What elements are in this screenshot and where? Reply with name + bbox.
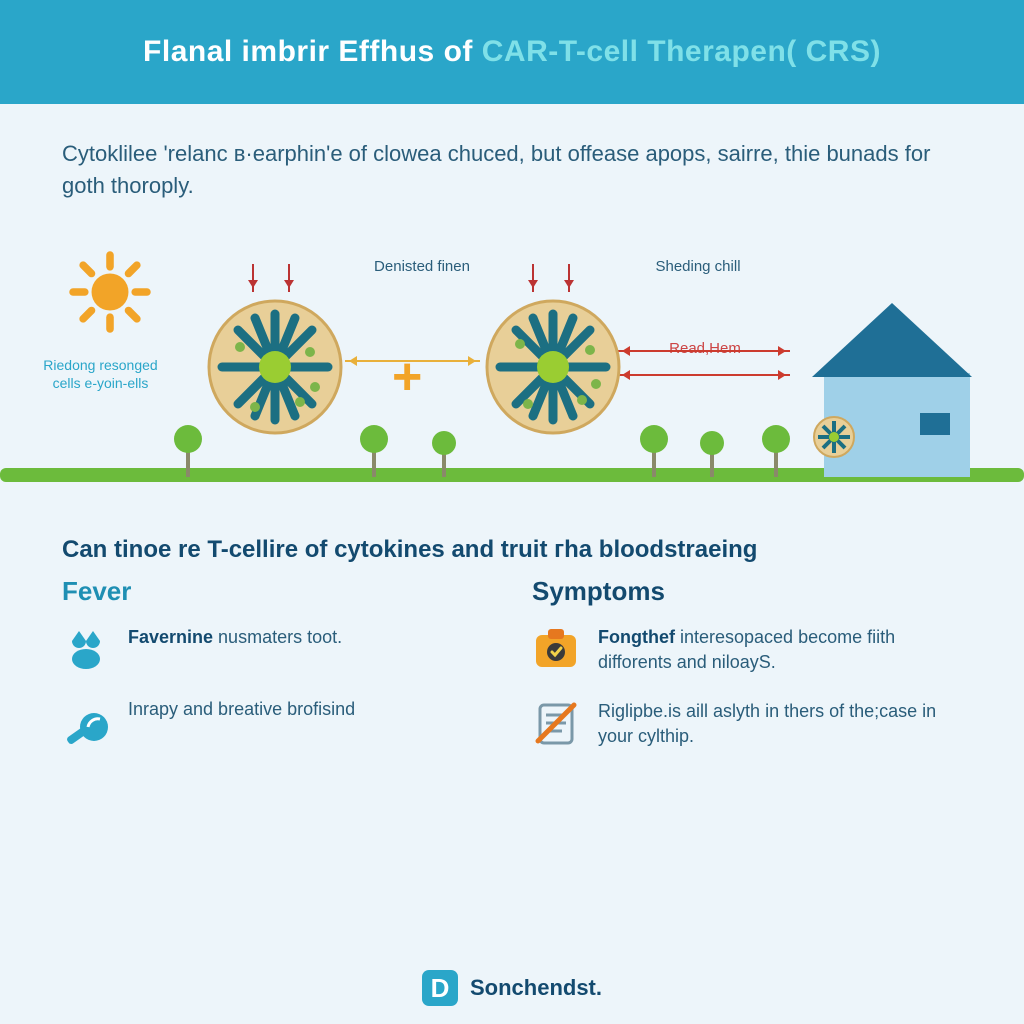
sun-icon	[68, 250, 152, 339]
brand-name: Sonchendst.	[470, 975, 602, 1001]
tree-icon	[700, 423, 724, 482]
sun-caption: Riedong resonged cells e-yoin-ells	[28, 356, 173, 392]
item-text: Inrapy and breative brofisind	[128, 697, 355, 722]
label-readhem: Read,Hem	[650, 340, 760, 358]
item-text: Riglipbe.is aill aslyth in thers of the;…	[598, 699, 962, 749]
drops-icon	[62, 625, 110, 673]
diagram-scene: Riedong resonged cells e-yoin-ells Denis…	[0, 222, 1024, 522]
arrow-down-icon	[288, 264, 290, 292]
tree-icon	[762, 415, 790, 482]
fever-title: Fever	[62, 576, 492, 607]
page-title: Flanal imbrir Effhus of CAR-T-cell Thera…	[143, 35, 881, 69]
camera-icon	[532, 625, 580, 673]
arrow-h-icon	[618, 350, 790, 352]
item-text: Fongthef interesopaced become fiith diff…	[598, 625, 962, 675]
label-sheding: Sheding chill	[648, 258, 748, 276]
clipboard-slash-icon	[532, 699, 580, 747]
arrow-down-icon	[532, 264, 534, 292]
cell-icon	[478, 292, 628, 447]
arrow-h-icon	[618, 374, 790, 376]
symptoms-column: Symptoms Fongthef interesopaced become f…	[532, 576, 962, 774]
fever-column: Fever Favernine nusmaters toot. Inrapy a…	[62, 576, 492, 774]
list-item: Riglipbe.is aill aslyth in thers of the;…	[532, 699, 962, 749]
symptoms-title: Symptoms	[532, 576, 962, 607]
title-plain: Flanal imbrir Effhus of	[143, 35, 482, 68]
tree-icon	[432, 423, 456, 482]
header-band: Flanal imbrir Effhus of CAR-T-cell Thera…	[0, 0, 1024, 104]
cell-icon	[200, 292, 350, 447]
list-item: Favernine nusmaters toot.	[62, 625, 492, 673]
brand-badge-icon: D	[422, 970, 458, 1006]
tree-icon	[640, 415, 668, 482]
label-denisted: Denisted finen	[372, 258, 472, 276]
arrow-down-icon	[568, 264, 570, 292]
title-accent: CAR-T-cell Therapen( CRS)	[482, 35, 881, 68]
item-text: Favernine nusmaters toot.	[128, 625, 342, 650]
ball-stick-icon	[62, 697, 110, 745]
plus-icon: +	[392, 347, 422, 407]
section-subheading: Can tinoe re T-cellire of cytokines and …	[0, 522, 1024, 572]
tree-icon	[360, 415, 388, 482]
intro-text: Cytoklilee 'relanc в·earphin'e of clowea…	[0, 104, 1024, 214]
tree-icon	[174, 415, 202, 482]
footer: D Sonchendst.	[0, 970, 1024, 1006]
house-icon	[802, 287, 982, 482]
symptom-columns: Fever Favernine nusmaters toot. Inrapy a…	[0, 572, 1024, 774]
arrow-down-icon	[252, 264, 254, 292]
list-item: Inrapy and breative brofisind	[62, 697, 492, 745]
list-item: Fongthef interesopaced become fiith diff…	[532, 625, 962, 675]
